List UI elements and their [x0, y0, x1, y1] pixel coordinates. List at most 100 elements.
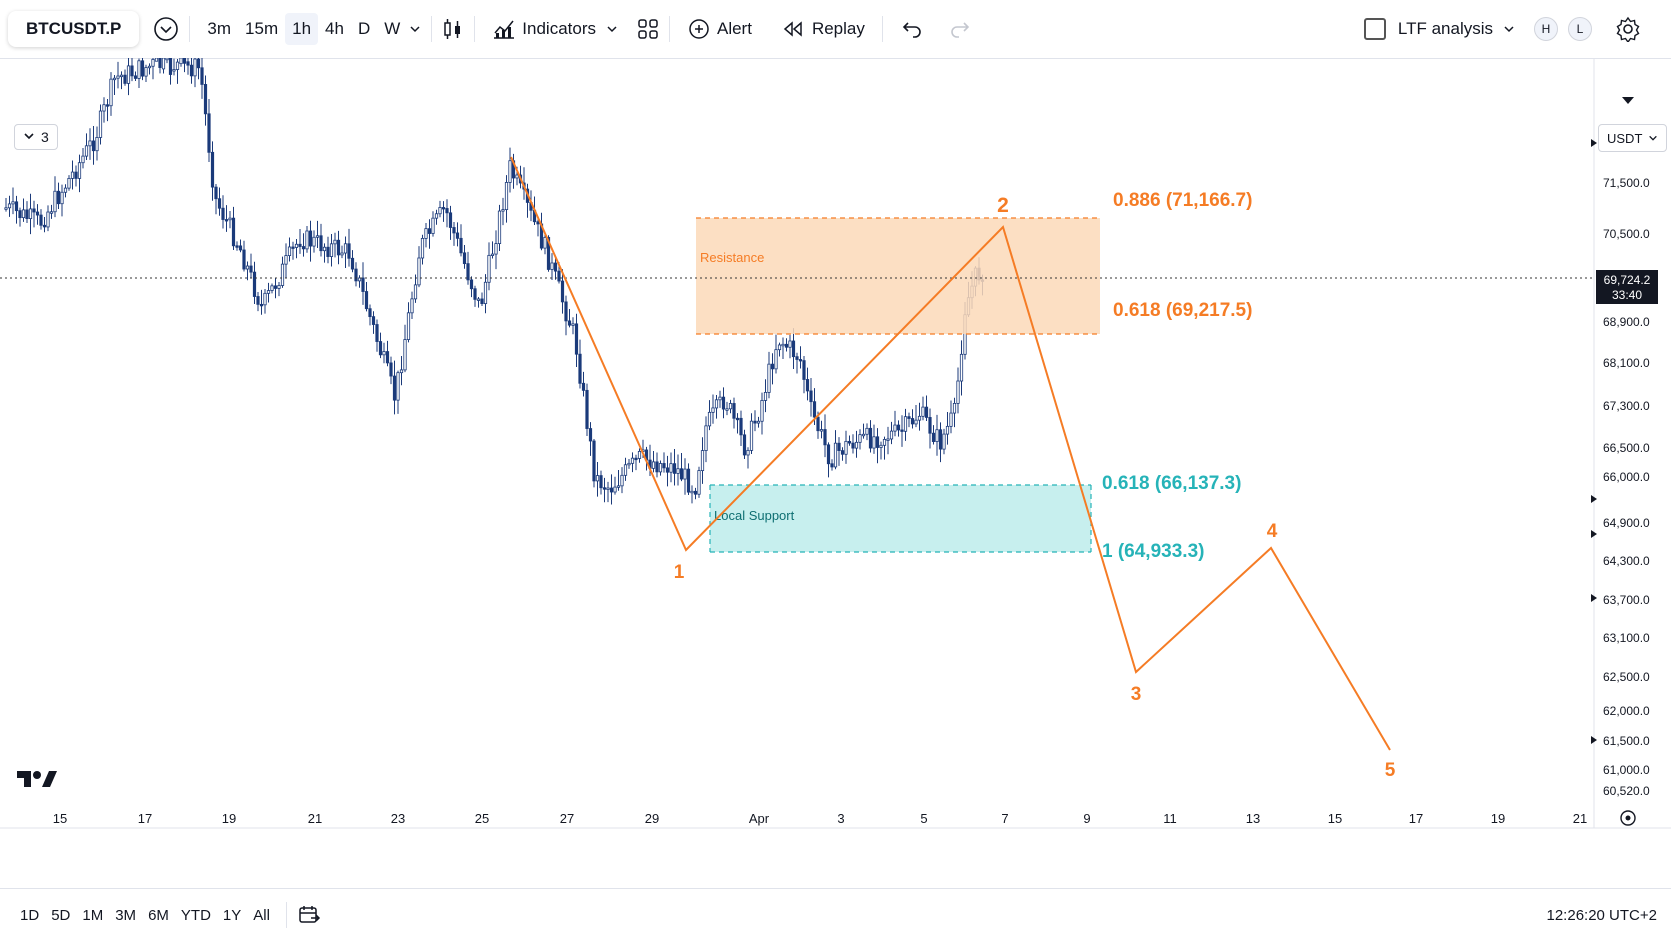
candle-body: [133, 75, 138, 79]
range-5d[interactable]: 5D: [51, 906, 71, 924]
candle-body: [735, 417, 740, 421]
replay-button[interactable]: Replay: [775, 13, 872, 45]
range-1m[interactable]: 1M: [82, 906, 104, 924]
resistance-zone[interactable]: [696, 218, 1100, 334]
local-support-zone[interactable]: [710, 485, 1091, 552]
toolbar-divider: [285, 902, 287, 928]
toolbar-divider: [189, 16, 191, 42]
interval-1h[interactable]: 1h: [285, 13, 319, 45]
candle-body: [455, 232, 460, 239]
candle-body: [858, 434, 862, 443]
candle-body: [343, 243, 348, 254]
indicator-layers-toggle[interactable]: 3: [14, 124, 58, 150]
gear-icon[interactable]: [1615, 16, 1641, 42]
candle-body: [417, 257, 421, 286]
alert-button[interactable]: Alert: [680, 13, 759, 45]
bottom-toolbar: 1D 5D 1M 3M 6M YTD 1Y All 12:26:20 UTC+2: [0, 888, 1671, 941]
candle-body: [616, 485, 621, 488]
interval-4h[interactable]: 4h: [325, 19, 344, 38]
candle-body: [196, 58, 201, 69]
candle-body: [326, 246, 330, 257]
redo-icon[interactable]: [949, 20, 971, 38]
range-all[interactable]: All: [253, 906, 270, 924]
candle-body: [161, 57, 166, 70]
candle-body: [798, 359, 803, 362]
range-ytd[interactable]: YTD: [180, 906, 211, 924]
candle-body: [553, 262, 558, 272]
ltf-analysis-label[interactable]: LTF analysis: [1397, 19, 1493, 38]
currency-selector[interactable]: USDT: [1598, 124, 1668, 152]
candle-body: [781, 343, 785, 347]
chart-pane[interactable]: Resistance Local Support 0.886 (71,166.7…: [0, 57, 1671, 888]
chevron-down-icon[interactable]: [1503, 23, 1515, 35]
price-scale[interactable]: 72,500.071,500.070,500.068,900.068,100.0…: [1603, 122, 1650, 798]
range-1y[interactable]: 1Y: [222, 906, 242, 924]
layout-grid-icon[interactable]: [637, 18, 659, 40]
candle-body: [952, 403, 957, 414]
candle-body: [714, 399, 719, 409]
candle-body: [672, 463, 677, 474]
candle-body: [364, 291, 369, 310]
date-tick-label: 15: [1328, 811, 1342, 826]
candle-body: [84, 145, 89, 157]
price-tick-label: 67,300.0: [1603, 399, 1650, 413]
symbol-search-button[interactable]: BTCUSDT.P: [8, 11, 139, 47]
candle-body: [686, 468, 691, 493]
candle-body: [123, 74, 127, 84]
interval-w[interactable]: W: [384, 19, 401, 38]
candle-body: [200, 67, 204, 85]
range-1d[interactable]: 1D: [20, 906, 40, 924]
candle-body: [676, 468, 680, 474]
timezone-settings-icon[interactable]: [1620, 810, 1636, 826]
price-tick-label: 68,900.0: [1603, 315, 1650, 329]
chevron-down-icon[interactable]: [409, 23, 421, 35]
candle-body: [182, 57, 187, 64]
date-tick-label: 11: [1163, 811, 1177, 826]
candle-body: [175, 61, 180, 70]
date-tick-label: 23: [391, 811, 405, 826]
undo-icon[interactable]: [901, 20, 923, 38]
h-toggle[interactable]: H: [1534, 17, 1558, 41]
scale-collapse-icon[interactable]: [1622, 97, 1634, 104]
date-tick-label: 3: [837, 811, 844, 826]
date-range-icon[interactable]: [297, 904, 321, 926]
interval-d[interactable]: D: [357, 19, 371, 38]
interval-15m[interactable]: 15m: [245, 19, 279, 38]
range-3m[interactable]: 3M: [115, 906, 137, 924]
candle-body: [280, 263, 285, 286]
candles-icon[interactable]: [442, 17, 464, 41]
time-scale[interactable]: 15 17 19 21 23 25 27 29 Apr 3 5 7 9 11 13 15 17 19 21: [53, 811, 1587, 826]
date-tick-label: 27: [560, 811, 574, 826]
candle-body: [371, 316, 376, 325]
indicators-button[interactable]: Indicators: [485, 13, 625, 45]
range-6m[interactable]: 6M: [148, 906, 169, 924]
date-tick-label: 21: [308, 811, 322, 826]
candle-body: [427, 228, 432, 234]
candle-body: [942, 433, 946, 450]
candle-body: [228, 217, 232, 221]
compare-symbol-icon[interactable]: [153, 16, 179, 42]
wave-2-label: 2: [997, 194, 1009, 217]
candle-body: [28, 208, 33, 219]
toolbar-divider: [668, 16, 670, 42]
candle-body: [375, 324, 379, 342]
l-toggle[interactable]: L: [1568, 17, 1592, 41]
rewind-icon: [782, 21, 804, 37]
candle-body: [602, 487, 607, 490]
candle-body: [889, 430, 894, 440]
clock-timezone[interactable]: 12:26:20 UTC+2: [1546, 906, 1658, 924]
elliott-wave-path[interactable]: [510, 156, 1391, 751]
candle-body: [98, 110, 103, 138]
interval-3m[interactable]: 3m: [207, 19, 232, 38]
candle-body: [74, 171, 78, 179]
ltf-analysis-checkbox[interactable]: [1363, 18, 1386, 40]
candle-body: [956, 380, 960, 404]
candle-body: [385, 351, 390, 364]
candle-body: [273, 285, 278, 289]
date-tick-label: 7: [1001, 811, 1008, 826]
date-tick-label: 15: [53, 811, 67, 826]
candle-body: [840, 450, 845, 455]
candle-body: [301, 246, 306, 250]
candle-body: [627, 462, 631, 466]
price-chart[interactable]: Resistance Local Support 0.886 (71,166.7…: [0, 57, 1671, 888]
